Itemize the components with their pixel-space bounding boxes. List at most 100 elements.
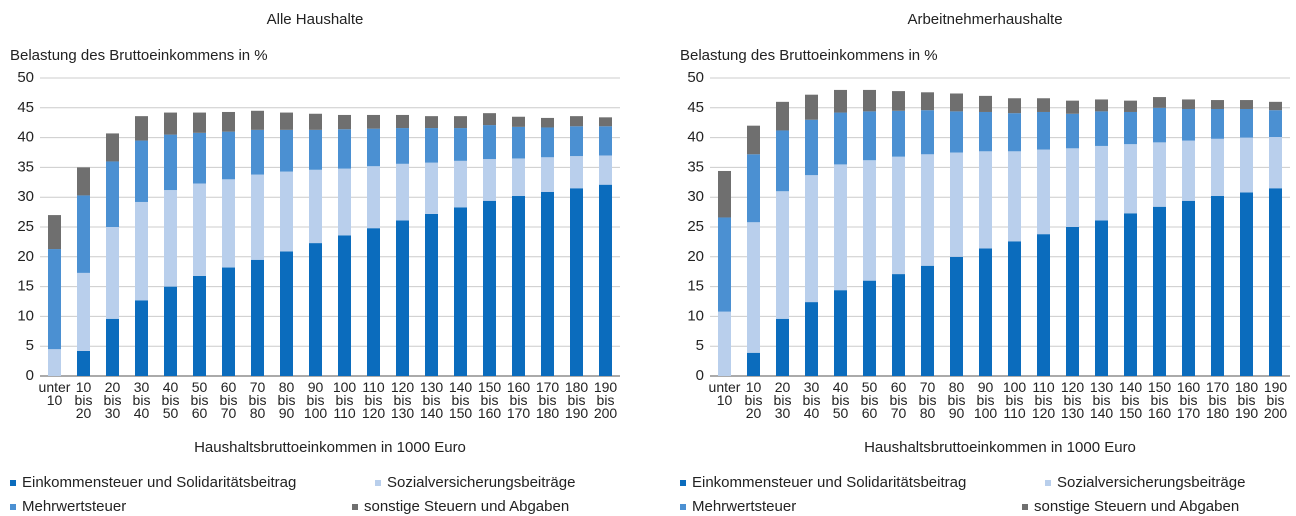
bar-segment [1037,234,1050,376]
bar-segment [222,179,235,268]
x-tick-label: 40 bis 50 [832,379,850,421]
bar-segment [222,267,235,376]
bar-segment [1240,137,1253,193]
bar-segment [921,154,934,266]
bar-segment [863,280,876,376]
bar-segment [1182,108,1195,141]
bar-segment [425,213,438,376]
bar-segment [599,117,612,127]
x-tick-label: 190 bis 200 [1264,379,1288,421]
bar-segment [309,169,322,244]
bar-segment [805,94,818,120]
bar-segment [834,164,847,291]
y-tick-label: 40 [17,129,34,146]
y-tick-label: 40 [687,129,704,146]
bar-segment [512,126,525,159]
bar-segment [1066,227,1079,376]
bar-segment [1153,142,1166,207]
x-tick-label: 160 bis 170 [1177,379,1201,421]
bar-segment [77,195,90,273]
y-tick-label: 0 [26,367,34,384]
legend-label: Mehrwertsteuer [692,498,796,515]
bar-segment [979,111,992,152]
x-tick-label: 170 bis 180 [536,379,560,421]
bar-segment [396,128,409,164]
bar-segment [747,222,760,353]
x-tick-label: 60 bis 70 [220,379,238,421]
x-tick-label: 50 bis 60 [861,379,879,421]
bar-segment [1211,138,1224,197]
bar-segment [77,350,90,376]
x-tick-label: 110 bis 120 [1032,379,1056,421]
bar-segment [892,156,905,275]
bar-segment [892,110,905,157]
y-tick-label: 15 [687,278,704,295]
x-tick-label: 150 bis 160 [478,379,502,421]
legend-swatch [1045,480,1051,486]
y-tick-label: 45 [17,99,34,116]
bar-segment [541,157,554,192]
bar-segment [599,126,612,156]
y-tick-label: 5 [696,337,704,354]
bar-segment [863,111,876,161]
x-tick-label: 110 bis 120 [362,379,386,421]
bar-segment [1037,149,1050,235]
bar-segment [1269,188,1282,376]
bar-segment [1008,98,1021,114]
x-tick-label: 70 bis 80 [249,379,267,421]
bar-segment [1269,137,1282,189]
bar-segment [863,160,876,281]
bar-segment [921,92,934,111]
bar-segment [77,167,90,196]
x-tick-label: 40 bis 50 [162,379,180,421]
bar-segment [48,249,61,350]
bar-segment [251,259,264,376]
bar-segment [164,286,177,376]
x-tick-label: unter 10 [709,379,741,408]
bar-segment [106,161,119,227]
x-tick-label: 180 bis 190 [1235,379,1259,421]
y-tick-label: 15 [17,278,34,295]
bar-segment [106,227,119,319]
bar-segment [1037,98,1050,112]
bar-segment [483,200,496,376]
bar-segment [1240,100,1253,109]
bar-segment [251,129,264,175]
x-tick-label: 160 bis 170 [507,379,531,421]
bar-segment [776,130,789,192]
bar-segment [747,125,760,155]
bar-segment [921,110,934,155]
bar-segment [280,112,293,130]
x-tick-label: 70 bis 80 [919,379,937,421]
x-tick-label: 90 bis 100 [304,379,328,421]
bar-segment [193,183,206,276]
bar-segment [367,228,380,376]
bar-segment [396,114,409,129]
x-tick-label: 180 bis 190 [565,379,589,421]
bar-segment [834,112,847,165]
legend-label: Sozialversicherungsbeiträge [1057,474,1245,491]
bar-segment [747,154,760,223]
bar-segment [309,129,322,170]
y-tick-label: 25 [17,218,34,235]
legend-label: Mehrwertsteuer [22,498,126,515]
bar-segment [863,89,876,112]
bar-segment [1182,99,1195,109]
bar-segment [338,114,351,130]
x-tick-label: 130 bis 140 [1090,379,1114,421]
bar-segment [1037,111,1050,150]
bar-segment [1066,148,1079,227]
bar-segment [106,133,119,162]
bar-segment [367,166,380,229]
bar-segment [1008,113,1021,152]
bar-segment [222,131,235,180]
bar-segment [979,95,992,112]
bar-segment [48,215,61,250]
y-tick-label: 50 [17,69,34,86]
y-tick-label: 30 [687,188,704,205]
bar-segment [570,116,583,127]
x-tick-label: 150 bis 160 [1148,379,1172,421]
bar-segment [106,318,119,376]
x-tick-label: 50 bis 60 [191,379,209,421]
bar-segment [1182,140,1195,201]
